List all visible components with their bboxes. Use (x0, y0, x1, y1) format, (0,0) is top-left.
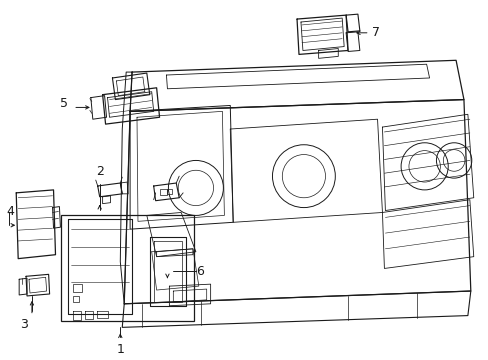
Text: 6: 6 (196, 265, 203, 278)
Bar (167, 189, 172, 194)
Bar (159, 189, 167, 195)
Bar (73, 284, 82, 292)
Text: 1: 1 (116, 343, 124, 356)
Bar (73, 296, 79, 302)
Text: 3: 3 (20, 318, 28, 330)
Text: 7: 7 (371, 26, 379, 39)
Text: 4: 4 (6, 205, 14, 218)
Text: 5: 5 (60, 97, 68, 110)
Bar (61, 215, 194, 321)
Text: 2: 2 (96, 165, 103, 178)
